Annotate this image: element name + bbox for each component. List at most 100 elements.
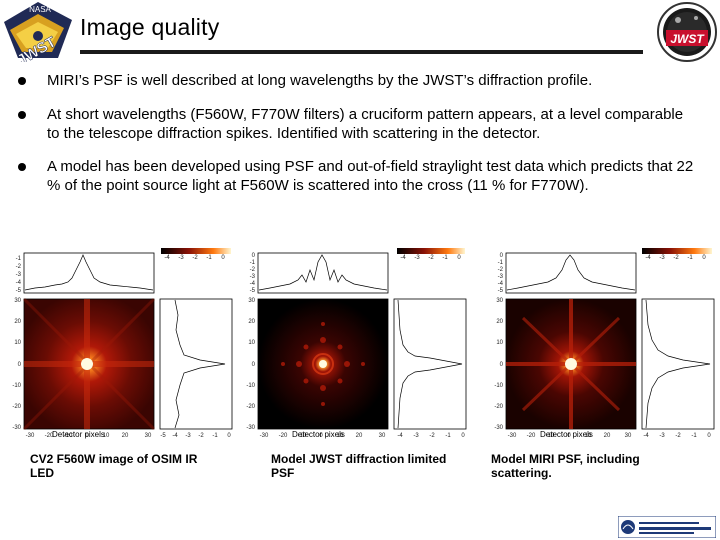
top-tick: -1 bbox=[498, 260, 504, 266]
colorbar bbox=[161, 248, 231, 254]
bullet-item: MIRI’s PSF is well described at long wav… bbox=[18, 71, 708, 93]
top-tick: -4 bbox=[498, 281, 504, 287]
y-tick: 10 bbox=[248, 340, 255, 346]
colorbar-tick: -1 bbox=[687, 255, 693, 261]
psf-figure-cv2-f560w: 30 20 10 0 -10 -20 -30 -1 -2 -3 -4 -5 -3… bbox=[12, 248, 233, 439]
side-tick: -4 bbox=[397, 433, 403, 439]
y-tick: 20 bbox=[248, 319, 255, 325]
top-tick: 0 bbox=[252, 253, 256, 259]
x-tick: 10 bbox=[337, 433, 344, 439]
bullet-text: MIRI’s PSF is well described at long wav… bbox=[47, 72, 593, 89]
side-profile-frame bbox=[393, 298, 467, 430]
bullet-item: At short wavelengths (F560W, F770W filte… bbox=[18, 105, 708, 145]
top-tick: -4 bbox=[250, 281, 256, 287]
y-tick: 10 bbox=[14, 340, 21, 346]
colorbar-tick: -1 bbox=[206, 255, 212, 261]
y-tick: 20 bbox=[14, 319, 21, 325]
y-tick: -20 bbox=[12, 404, 21, 410]
x-tick: -20 bbox=[279, 433, 288, 439]
x-axis-label: Detector pixels bbox=[52, 430, 105, 439]
x-tick: 30 bbox=[379, 433, 386, 439]
x-tick: 0 bbox=[85, 433, 89, 439]
x-tick: -10 bbox=[298, 433, 307, 439]
top-tick: -2 bbox=[250, 267, 256, 273]
y-tick: -20 bbox=[494, 404, 503, 410]
top-tick: -3 bbox=[16, 272, 22, 278]
y-tick: 20 bbox=[496, 319, 503, 325]
x-tick: 30 bbox=[625, 433, 632, 439]
page-title: Image quality bbox=[80, 14, 220, 40]
y-tick: -30 bbox=[12, 425, 21, 431]
y-tick: 30 bbox=[14, 298, 21, 304]
x-tick: -10 bbox=[64, 433, 73, 439]
y-tick: 0 bbox=[252, 362, 256, 368]
top-tick: -3 bbox=[250, 274, 256, 280]
side-tick: -1 bbox=[212, 433, 218, 439]
title-rule bbox=[80, 50, 643, 54]
x-tick: 10 bbox=[585, 433, 592, 439]
colorbar-tick: -4 bbox=[164, 255, 170, 261]
figure-caption: CV2 F560W image of OSIM IR LED bbox=[30, 452, 198, 480]
top-tick: -5 bbox=[250, 288, 256, 294]
colorbar bbox=[397, 248, 465, 254]
side-tick: 0 bbox=[707, 433, 711, 439]
y-tick: 10 bbox=[496, 340, 503, 346]
colorbar-tick: 0 bbox=[221, 255, 225, 261]
side-tick: -5 bbox=[160, 433, 166, 439]
bullet-dot bbox=[18, 111, 26, 119]
colorbar-tick: -3 bbox=[414, 255, 420, 261]
top-tick: -4 bbox=[16, 280, 22, 286]
colorbar-tick: -2 bbox=[428, 255, 434, 261]
x-tick: -30 bbox=[508, 433, 517, 439]
side-tick: -2 bbox=[198, 433, 204, 439]
top-tick: -1 bbox=[16, 256, 22, 262]
colorbar-tick: 0 bbox=[702, 255, 706, 261]
institution-logo bbox=[618, 516, 716, 538]
x-tick: -20 bbox=[527, 433, 536, 439]
top-profile-frame bbox=[23, 252, 155, 294]
bullet-dot bbox=[18, 163, 26, 171]
x-tick: 0 bbox=[567, 433, 571, 439]
y-tick: 0 bbox=[500, 362, 504, 368]
colorbar-tick: -4 bbox=[400, 255, 406, 261]
x-tick: -30 bbox=[26, 433, 35, 439]
side-tick: -3 bbox=[185, 433, 191, 439]
bullet-dot bbox=[18, 77, 26, 85]
side-tick: -4 bbox=[643, 433, 649, 439]
logo-right-text: JWST bbox=[670, 32, 705, 46]
top-tick: -5 bbox=[498, 288, 504, 294]
side-tick: -1 bbox=[691, 433, 697, 439]
top-tick: -1 bbox=[250, 260, 256, 266]
colorbar bbox=[642, 248, 712, 254]
x-tick: 20 bbox=[604, 433, 611, 439]
psf-figure-model-miri: 30 20 10 0 -10 -20 -30 0 -1 -2 -3 -4 -5 … bbox=[494, 248, 715, 439]
logo-small-text: NASA bbox=[29, 5, 51, 14]
side-tick: -3 bbox=[659, 433, 665, 439]
side-profile-frame bbox=[159, 298, 233, 430]
bullet-text: A model has been developed using PSF and… bbox=[47, 158, 694, 194]
x-tick: 30 bbox=[145, 433, 152, 439]
y-tick: -30 bbox=[494, 425, 503, 431]
bullet-text: At short wavelengths (F560W, F770W filte… bbox=[47, 106, 684, 142]
y-tick: -30 bbox=[246, 425, 255, 431]
y-tick: 30 bbox=[248, 298, 255, 304]
figure-caption: Model MIRI PSF, including scattering. bbox=[491, 452, 640, 480]
x-tick: -10 bbox=[546, 433, 555, 439]
y-tick: -10 bbox=[12, 383, 21, 389]
x-tick: 0 bbox=[319, 433, 323, 439]
figure-caption: Model JWST diffraction limited PSF bbox=[271, 452, 447, 480]
bullet-item: A model has been developed using PSF and… bbox=[18, 157, 708, 197]
x-axis-label: Detector pixels bbox=[292, 430, 345, 439]
x-tick: 20 bbox=[356, 433, 363, 439]
x-axis-label: Detector pixels bbox=[540, 430, 593, 439]
side-tick: -2 bbox=[675, 433, 681, 439]
top-tick: -2 bbox=[498, 267, 504, 273]
top-tick: -2 bbox=[16, 264, 22, 270]
jwst-logo-left: NASA JWST bbox=[4, 2, 72, 62]
colorbar-tick: -1 bbox=[442, 255, 448, 261]
colorbar-tick: 0 bbox=[457, 255, 461, 261]
side-tick: -3 bbox=[413, 433, 419, 439]
y-tick: -10 bbox=[246, 383, 255, 389]
x-tick: -20 bbox=[45, 433, 54, 439]
side-profile-frame bbox=[641, 298, 715, 430]
